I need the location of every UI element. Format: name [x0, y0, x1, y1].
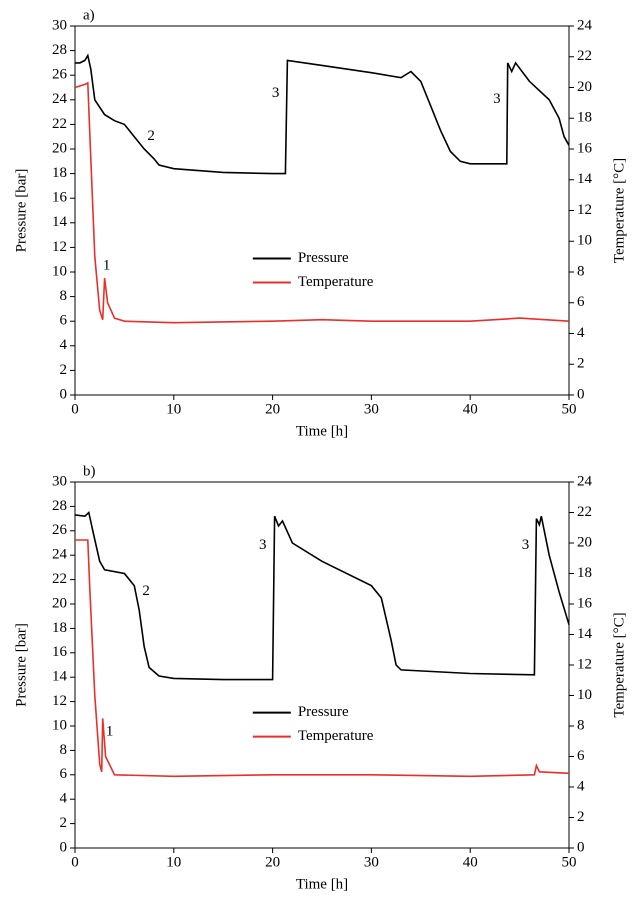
y2-tick-label: 6	[577, 748, 585, 764]
y-tick-label: 10	[52, 717, 67, 733]
y-tick-label: 16	[52, 644, 68, 660]
plot-frame	[74, 25, 570, 396]
y2-tick-label: 18	[577, 110, 592, 126]
y-tick-label: 10	[52, 263, 67, 279]
y-tick-label: 0	[60, 839, 68, 855]
y-tick-label: 22	[52, 116, 67, 132]
y2-tick-label: 22	[577, 48, 592, 64]
legend-label: Temperature	[298, 274, 374, 290]
y-tick-label: 26	[52, 67, 68, 83]
x-tick-label: 0	[71, 854, 79, 870]
y2-tick-label: 24	[577, 17, 593, 33]
x-tick-label: 20	[265, 854, 280, 870]
x-tick-label: 40	[463, 401, 478, 417]
y2-tick-label: 14	[577, 171, 593, 187]
x-tick-label: 40	[463, 854, 478, 870]
y-tick-label: 4	[60, 337, 68, 353]
y-axis-label: Pressure [bar]	[13, 169, 29, 253]
y-tick-label: 2	[60, 815, 68, 831]
y-tick-label: 18	[52, 620, 67, 636]
y-tick-label: 20	[52, 140, 67, 156]
y2-tick-label: 4	[577, 325, 585, 341]
x-tick-label: 20	[265, 401, 280, 417]
y2-axis-label: Temperature [°C]	[611, 612, 627, 717]
y2-tick-label: 0	[577, 839, 585, 855]
y2-tick-label: 2	[577, 356, 585, 372]
y2-tick-label: 20	[577, 79, 592, 95]
y-tick-label: 16	[52, 190, 68, 206]
y2-tick-label: 8	[577, 717, 585, 733]
data-line	[74, 510, 570, 681]
y2-tick-label: 12	[577, 202, 592, 218]
x-tick-label: 0	[71, 401, 79, 417]
y-tick-label: 8	[60, 288, 68, 304]
x-axis-label: Time [h]	[296, 876, 348, 892]
y-tick-label: 30	[52, 17, 67, 33]
x-tick-label: 50	[562, 854, 577, 870]
y2-tick-label: 18	[577, 565, 592, 581]
panel-label: a)	[83, 7, 95, 23]
y-tick-label: 28	[52, 498, 67, 514]
panel-label: b)	[83, 463, 96, 479]
y2-tick-label: 10	[577, 687, 592, 703]
y-tick-label: 14	[52, 669, 68, 685]
x-tick-label: 30	[364, 854, 379, 870]
x-axis-label: Time [h]	[296, 423, 348, 439]
y-tick-label: 6	[60, 313, 68, 329]
y-tick-label: 28	[52, 42, 67, 58]
legend-label: Temperature	[298, 728, 374, 744]
y-tick-label: 12	[52, 239, 67, 255]
annotation: 3	[259, 537, 267, 553]
y2-tick-label: 14	[577, 626, 593, 642]
y-tick-label: 24	[52, 91, 68, 107]
y2-tick-label: 4	[577, 778, 585, 794]
y-tick-label: 0	[60, 386, 68, 402]
legend-label: Pressure	[298, 704, 349, 720]
y-tick-label: 20	[52, 595, 67, 611]
x-tick-label: 10	[166, 401, 181, 417]
data-line	[75, 53, 570, 175]
y2-axis-label: Temperature [°C]	[611, 158, 627, 263]
y-tick-label: 8	[60, 742, 68, 758]
annotation: 3	[493, 91, 501, 107]
annotation: 2	[147, 128, 155, 144]
y-axis-label: Pressure [bar]	[13, 623, 29, 707]
annotation: 3	[272, 85, 280, 101]
y-tick-label: 6	[60, 766, 68, 782]
y2-tick-label: 0	[577, 386, 585, 402]
y2-tick-label: 16	[577, 140, 593, 156]
y-tick-label: 14	[52, 214, 68, 230]
y2-tick-label: 10	[577, 233, 592, 249]
legend-label: Pressure	[298, 250, 349, 266]
annotation: 2	[142, 583, 150, 599]
y2-tick-label: 22	[577, 504, 592, 520]
annotation: 1	[103, 257, 111, 273]
y-tick-label: 26	[52, 522, 68, 538]
y2-tick-label: 20	[577, 534, 592, 550]
y-tick-label: 2	[60, 362, 68, 378]
y-tick-label: 24	[52, 547, 68, 563]
data-line	[74, 81, 570, 324]
y-tick-label: 4	[60, 791, 68, 807]
y2-tick-label: 16	[577, 595, 593, 611]
data-line	[75, 539, 570, 778]
y-tick-label: 12	[52, 693, 67, 709]
annotation: 1	[106, 724, 114, 740]
y-tick-label: 18	[52, 165, 67, 181]
y2-tick-label: 6	[577, 294, 585, 310]
y2-tick-label: 2	[577, 809, 585, 825]
annotation: 3	[522, 537, 530, 553]
x-tick-label: 50	[562, 401, 577, 417]
y-tick-label: 30	[52, 473, 67, 489]
y-tick-label: 22	[52, 571, 67, 587]
y2-tick-label: 8	[577, 263, 585, 279]
y2-tick-label: 12	[577, 656, 592, 672]
y2-tick-label: 24	[577, 473, 593, 489]
x-tick-label: 30	[364, 401, 379, 417]
x-tick-label: 10	[166, 854, 181, 870]
